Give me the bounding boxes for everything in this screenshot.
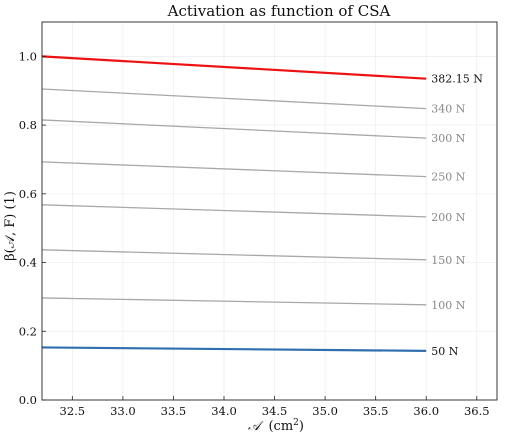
series-label: 382.15 N — [431, 73, 483, 86]
series-label: 50 N — [431, 345, 458, 358]
y-tick-label: 0.4 — [19, 256, 37, 270]
x-axis-unit: (cm — [268, 419, 293, 434]
x-tick-label: 32.5 — [60, 404, 86, 418]
chart-title: Activation as function of CSA — [167, 2, 391, 20]
x-axis-unit-close: ) — [299, 419, 304, 434]
series-label: 200 N — [431, 211, 465, 224]
x-axis-unit-exponent: 2 — [293, 418, 299, 428]
series-line — [41, 88, 427, 110]
y-tick-label: 0.0 — [19, 393, 37, 407]
series-label: 100 N — [431, 299, 465, 312]
series-line — [41, 55, 427, 80]
series-label: 300 N — [431, 132, 465, 145]
x-tick-label: 35.5 — [363, 404, 389, 418]
y-tick-label: 0.6 — [19, 187, 37, 201]
y-tick-label: 0.2 — [19, 324, 37, 338]
series-line — [41, 346, 427, 352]
y-tick-label: 0.8 — [19, 118, 37, 132]
series-labels: 382.15 N 340 N 300 N 250 N 200 N 150 N 100 N 50… — [431, 73, 483, 358]
x-tick-label: 36.0 — [413, 404, 439, 418]
x-axis-ticks: 32.5 33.0 33.5 34.0 34.5 35.0 35.5 36.0 36.5 — [60, 396, 490, 418]
y-axis-ticks: 0.0 0.2 0.4 0.6 0.8 1.0 — [19, 49, 46, 407]
series-line — [41, 204, 427, 218]
x-axis-label: 𝒜 (cm2) — [248, 418, 304, 434]
series-label: 250 N — [431, 171, 465, 184]
x-tick-label: 33.0 — [110, 404, 136, 418]
series-line — [41, 297, 427, 306]
series-line — [41, 119, 427, 139]
y-tick-label: 1.0 — [19, 49, 37, 63]
series-label: 150 N — [431, 254, 465, 267]
x-tick-label: 36.5 — [464, 404, 490, 418]
x-tick-label: 35.0 — [312, 404, 338, 418]
x-axis-symbol: 𝒜 — [248, 419, 264, 434]
series-line — [41, 249, 427, 261]
x-tick-label: 34.0 — [211, 404, 237, 418]
plot-frame — [41, 21, 498, 401]
y-axis-label: β(𝒜, F) (1) — [3, 191, 18, 261]
x-tick-label: 33.5 — [161, 404, 187, 418]
x-tick-label: 34.5 — [262, 404, 288, 418]
series-line — [41, 161, 427, 178]
series-lines — [41, 55, 427, 352]
series-label: 340 N — [431, 103, 465, 116]
grid — [42, 22, 497, 401]
